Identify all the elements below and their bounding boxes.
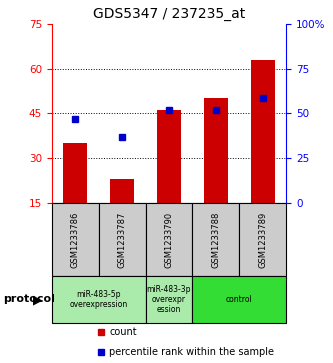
Bar [146, 276, 192, 323]
Bar [239, 203, 286, 276]
Bar [204, 98, 228, 203]
Text: miR-483-3p
overexpr
ession: miR-483-3p overexpr ession [147, 285, 191, 314]
Text: GSM1233790: GSM1233790 [165, 212, 173, 268]
Text: GSM1233787: GSM1233787 [118, 211, 127, 268]
Text: miR-483-5p
overexpression: miR-483-5p overexpression [70, 290, 128, 309]
Bar [157, 110, 181, 203]
Bar [63, 143, 87, 203]
Text: count: count [110, 327, 137, 337]
Bar [192, 203, 239, 276]
Text: control: control [226, 295, 253, 304]
Title: GDS5347 / 237235_at: GDS5347 / 237235_at [93, 7, 245, 21]
Bar [52, 276, 146, 323]
Bar [52, 203, 99, 276]
Bar [192, 276, 286, 323]
Text: GSM1233789: GSM1233789 [258, 212, 267, 268]
Text: percentile rank within the sample: percentile rank within the sample [110, 347, 274, 357]
Text: GSM1233786: GSM1233786 [71, 211, 80, 268]
Bar [110, 179, 134, 203]
Text: ▶: ▶ [33, 293, 43, 306]
Bar [99, 203, 146, 276]
Text: GSM1233788: GSM1233788 [211, 211, 220, 268]
Text: protocol: protocol [3, 294, 55, 305]
Bar [146, 203, 192, 276]
Bar [251, 60, 275, 203]
